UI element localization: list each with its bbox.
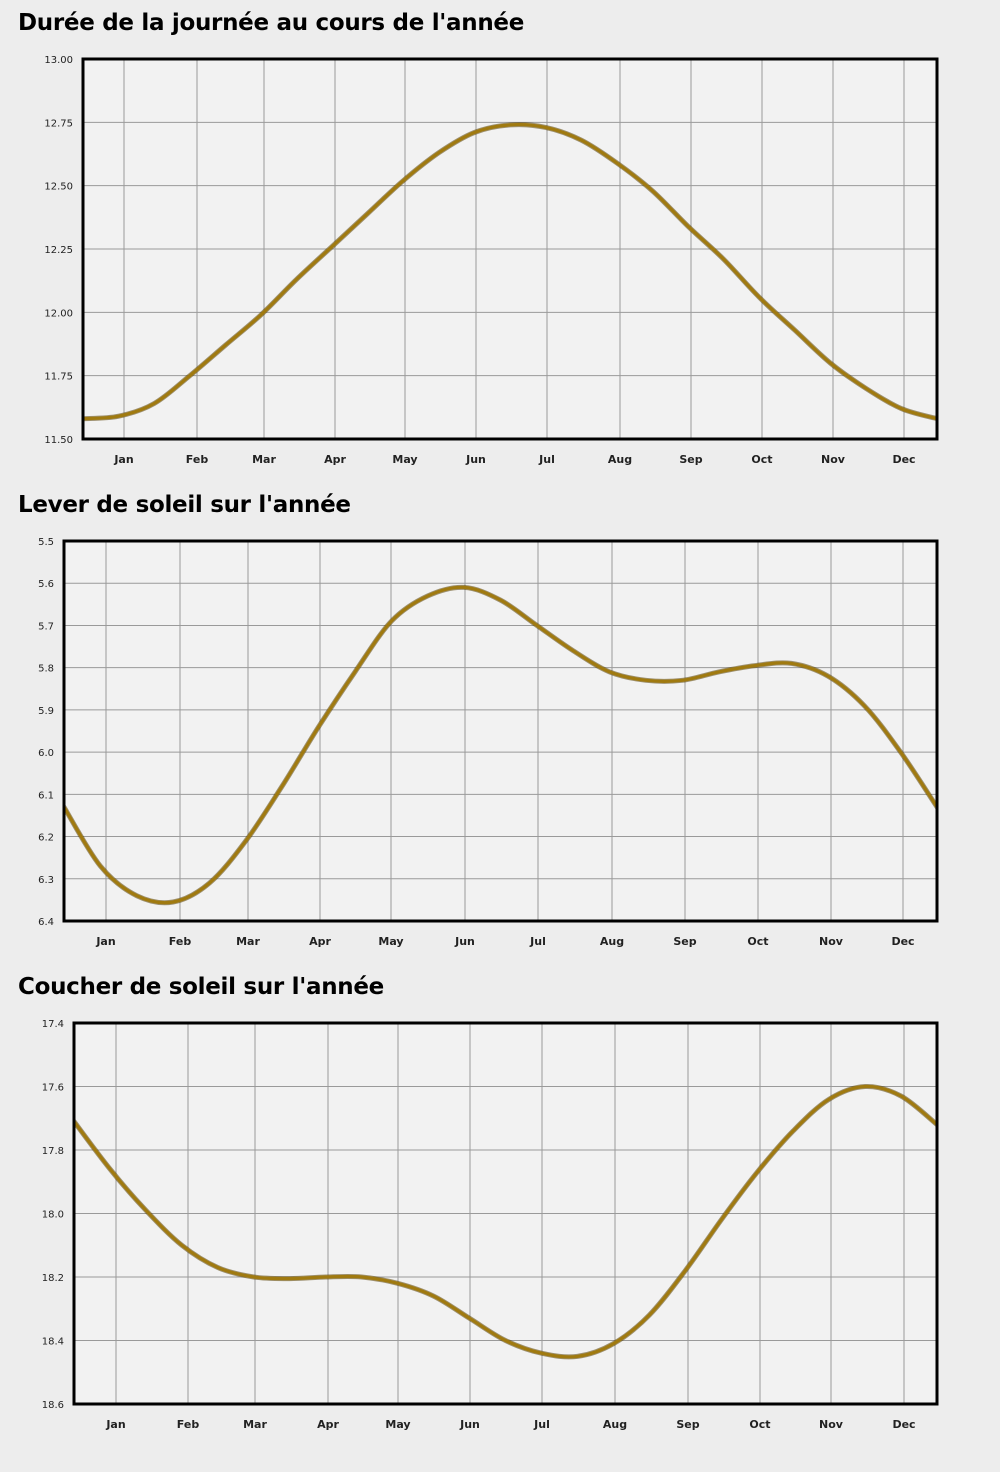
y-tick-label: 5.5: [38, 537, 54, 548]
chart-title: Coucher de soleil sur l'année: [18, 974, 384, 1000]
x-tick-label: Aug: [603, 1418, 627, 1431]
chart-title: Durée de la journée au cours de l'année: [18, 10, 524, 36]
x-tick-label: Sep: [676, 1418, 699, 1431]
y-tick-label: 12.75: [44, 118, 73, 129]
x-tick-label: Jan: [113, 453, 133, 466]
x-tick-label: Nov: [819, 1418, 844, 1431]
y-tick-label: 12.00: [44, 308, 73, 319]
series-line-shadow: [83, 122, 937, 422]
plot-area: [83, 59, 937, 439]
plot-frame: [62, 539, 939, 923]
plot-frame: [81, 57, 939, 441]
x-tick-label: Jan: [105, 1418, 125, 1431]
x-tick-label: Apr: [324, 453, 346, 466]
y-tick-label: 12.50: [44, 182, 73, 193]
y-tick-label: 18.6: [42, 1400, 64, 1411]
x-tick-label: Nov: [819, 935, 844, 948]
x-tick-label: Oct: [749, 1418, 770, 1431]
y-tick-label: 11.50: [44, 435, 73, 446]
plot-area: [64, 541, 937, 921]
series-line: [74, 1084, 937, 1359]
y-tick-label: 17.6: [42, 1083, 64, 1094]
series-line: [64, 585, 937, 905]
y-tick-label: 6.0: [38, 748, 54, 759]
x-tick-label: Jun: [465, 453, 486, 466]
y-tick-label: 6.4: [38, 917, 54, 928]
plot-frame: [72, 1021, 939, 1406]
x-tick-label: Jun: [454, 935, 475, 948]
y-tick-label: 18.0: [42, 1210, 64, 1221]
x-tick-label: Nov: [821, 453, 846, 466]
x-tick-label: Aug: [608, 453, 632, 466]
x-tick-label: Jul: [538, 453, 555, 466]
x-tick-label: Jun: [459, 1418, 480, 1431]
x-tick-label: Jul: [529, 935, 546, 948]
series-line-shadow: [74, 1083, 937, 1360]
y-tick-label: 5.7: [38, 621, 54, 632]
series-line-shadow: [64, 584, 937, 906]
y-tick-label: 17.4: [42, 1019, 64, 1030]
x-tick-label: Dec: [891, 935, 914, 948]
x-tick-label: Oct: [751, 453, 772, 466]
x-tick-label: Jul: [533, 1418, 550, 1431]
y-tick-label: 17.8: [42, 1146, 64, 1157]
y-tick-label: 18.2: [42, 1273, 64, 1284]
x-tick-label: Sep: [673, 935, 696, 948]
x-tick-label: Feb: [186, 453, 209, 466]
x-tick-label: Feb: [169, 935, 192, 948]
x-tick-label: Mar: [236, 935, 260, 948]
y-tick-label: 6.2: [38, 833, 54, 844]
x-tick-label: Feb: [177, 1418, 200, 1431]
y-tick-label: 5.6: [38, 579, 54, 590]
y-tick-label: 6.3: [38, 875, 54, 886]
x-tick-label: Jan: [95, 935, 115, 948]
y-tick-label: 12.25: [44, 245, 73, 256]
x-tick-label: Mar: [243, 1418, 267, 1431]
series-line: [83, 122, 937, 421]
x-tick-label: Oct: [747, 935, 768, 948]
x-tick-label: Mar: [252, 453, 276, 466]
y-tick-label: 11.75: [44, 372, 73, 383]
y-tick-label: 6.1: [38, 790, 54, 801]
x-tick-label: Aug: [600, 935, 624, 948]
y-tick-label: 5.9: [38, 706, 54, 717]
chart-title: Lever de soleil sur l'année: [18, 492, 351, 518]
y-tick-label: 18.4: [42, 1337, 64, 1348]
y-tick-label: 5.8: [38, 664, 54, 675]
x-tick-label: Apr: [309, 935, 331, 948]
x-tick-label: Sep: [679, 453, 702, 466]
x-tick-label: Apr: [317, 1418, 339, 1431]
plot-area: [74, 1023, 937, 1404]
y-tick-label: 13.00: [44, 55, 73, 66]
x-tick-label: Dec: [892, 453, 915, 466]
x-tick-label: May: [385, 1418, 410, 1431]
x-tick-label: Dec: [892, 1418, 915, 1431]
x-tick-label: May: [378, 935, 403, 948]
x-tick-label: May: [392, 453, 417, 466]
